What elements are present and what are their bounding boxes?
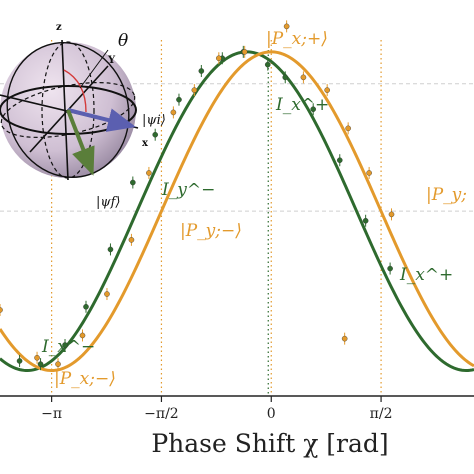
x-tick-label: 0 bbox=[267, 406, 276, 422]
annotation-py-plus-text: |P_y; bbox=[426, 185, 467, 205]
x-tick-label: −π bbox=[41, 406, 62, 422]
bloch-psi-f-vector bbox=[66, 109, 95, 176]
data-point bbox=[152, 131, 159, 138]
data-point bbox=[366, 170, 372, 176]
data-point bbox=[128, 237, 135, 243]
x-tick-label: π/2 bbox=[370, 406, 393, 422]
data-point bbox=[387, 265, 393, 272]
data-point bbox=[264, 61, 271, 68]
data-point bbox=[198, 68, 205, 74]
annotation-iy-minus-text: I_y^− bbox=[161, 180, 215, 200]
annotation-py-plus: |P_y; bbox=[426, 185, 467, 205]
annotation-px-plus: |P_x;+⟩ bbox=[266, 29, 328, 49]
bloch-theta-label: θ bbox=[118, 31, 128, 51]
data-point bbox=[16, 358, 23, 364]
data-point bbox=[283, 23, 290, 30]
data-point bbox=[336, 157, 343, 164]
annotation-ix-plus-right: I_x^+ bbox=[399, 265, 453, 285]
data-point bbox=[191, 87, 198, 93]
bloch-y-label: Y bbox=[107, 55, 116, 66]
data-point bbox=[216, 55, 222, 62]
annotation-ix-plus-top-text: I_x^+ bbox=[275, 95, 329, 115]
annotation-iy-minus: I_y^− bbox=[161, 180, 215, 200]
annotation-px-minus: |P_x;−⟩ bbox=[54, 369, 116, 389]
bloch-equator-dashed bbox=[0, 81, 136, 139]
data-point bbox=[79, 332, 86, 339]
data-point bbox=[0, 307, 3, 313]
x-ticks: −π −π/2 0 π/2 bbox=[41, 396, 392, 422]
data-point bbox=[83, 303, 89, 310]
annotation-px-minus-text: |P_x;−⟩ bbox=[54, 369, 116, 389]
bloch-theta-pointer bbox=[79, 49, 109, 89]
bloch-psi-f-label: |ψf⟩ bbox=[96, 195, 120, 210]
data-point bbox=[146, 170, 152, 176]
annotation-ix-plus-right-text: I_x^+ bbox=[399, 265, 453, 285]
data-point bbox=[130, 179, 136, 186]
bloch-z-label: z bbox=[56, 22, 62, 33]
bloch-sphere-inset: z Y x θ |ψi⟩ |ψf⟩ bbox=[0, 22, 166, 210]
data-point bbox=[341, 335, 348, 342]
bloch-x-label: x bbox=[142, 138, 149, 149]
data-point bbox=[107, 246, 114, 253]
data-point bbox=[34, 354, 40, 361]
data-point bbox=[310, 106, 317, 113]
data-point bbox=[104, 291, 110, 297]
data-point bbox=[176, 96, 182, 103]
fit-curve-0 bbox=[0, 50, 474, 373]
data-point bbox=[62, 342, 68, 348]
data-point bbox=[55, 361, 61, 367]
fit-curves bbox=[0, 50, 474, 373]
annotation-ix-plus-top: I_x^+ bbox=[275, 95, 329, 115]
data-point bbox=[324, 87, 330, 93]
annotation-py-minus: |P_y;−⟩ bbox=[180, 221, 242, 241]
bloch-psi-i-label: |ψi⟩ bbox=[142, 113, 166, 128]
data-point bbox=[37, 361, 44, 367]
fit-curve-1 bbox=[0, 50, 474, 373]
data-point bbox=[300, 74, 307, 81]
annotation-ix-minus-text: I_x^− bbox=[41, 337, 95, 357]
bloch-psi-i-vector bbox=[67, 108, 136, 132]
x-tick-label: −π/2 bbox=[144, 406, 179, 422]
data-point bbox=[362, 217, 369, 224]
data-points bbox=[0, 20, 395, 371]
annotation-py-minus-text: |P_y;−⟩ bbox=[180, 221, 242, 241]
annotation-ix-minus: I_x^− bbox=[41, 337, 95, 357]
data-point bbox=[241, 49, 248, 55]
annotation-px-plus-text: |P_x;+⟩ bbox=[266, 29, 328, 49]
data-point bbox=[170, 109, 177, 116]
data-point bbox=[345, 125, 351, 132]
data-point bbox=[388, 211, 395, 218]
data-point bbox=[282, 74, 289, 81]
x-axis-label: Phase Shift χ [rad] bbox=[151, 429, 388, 458]
